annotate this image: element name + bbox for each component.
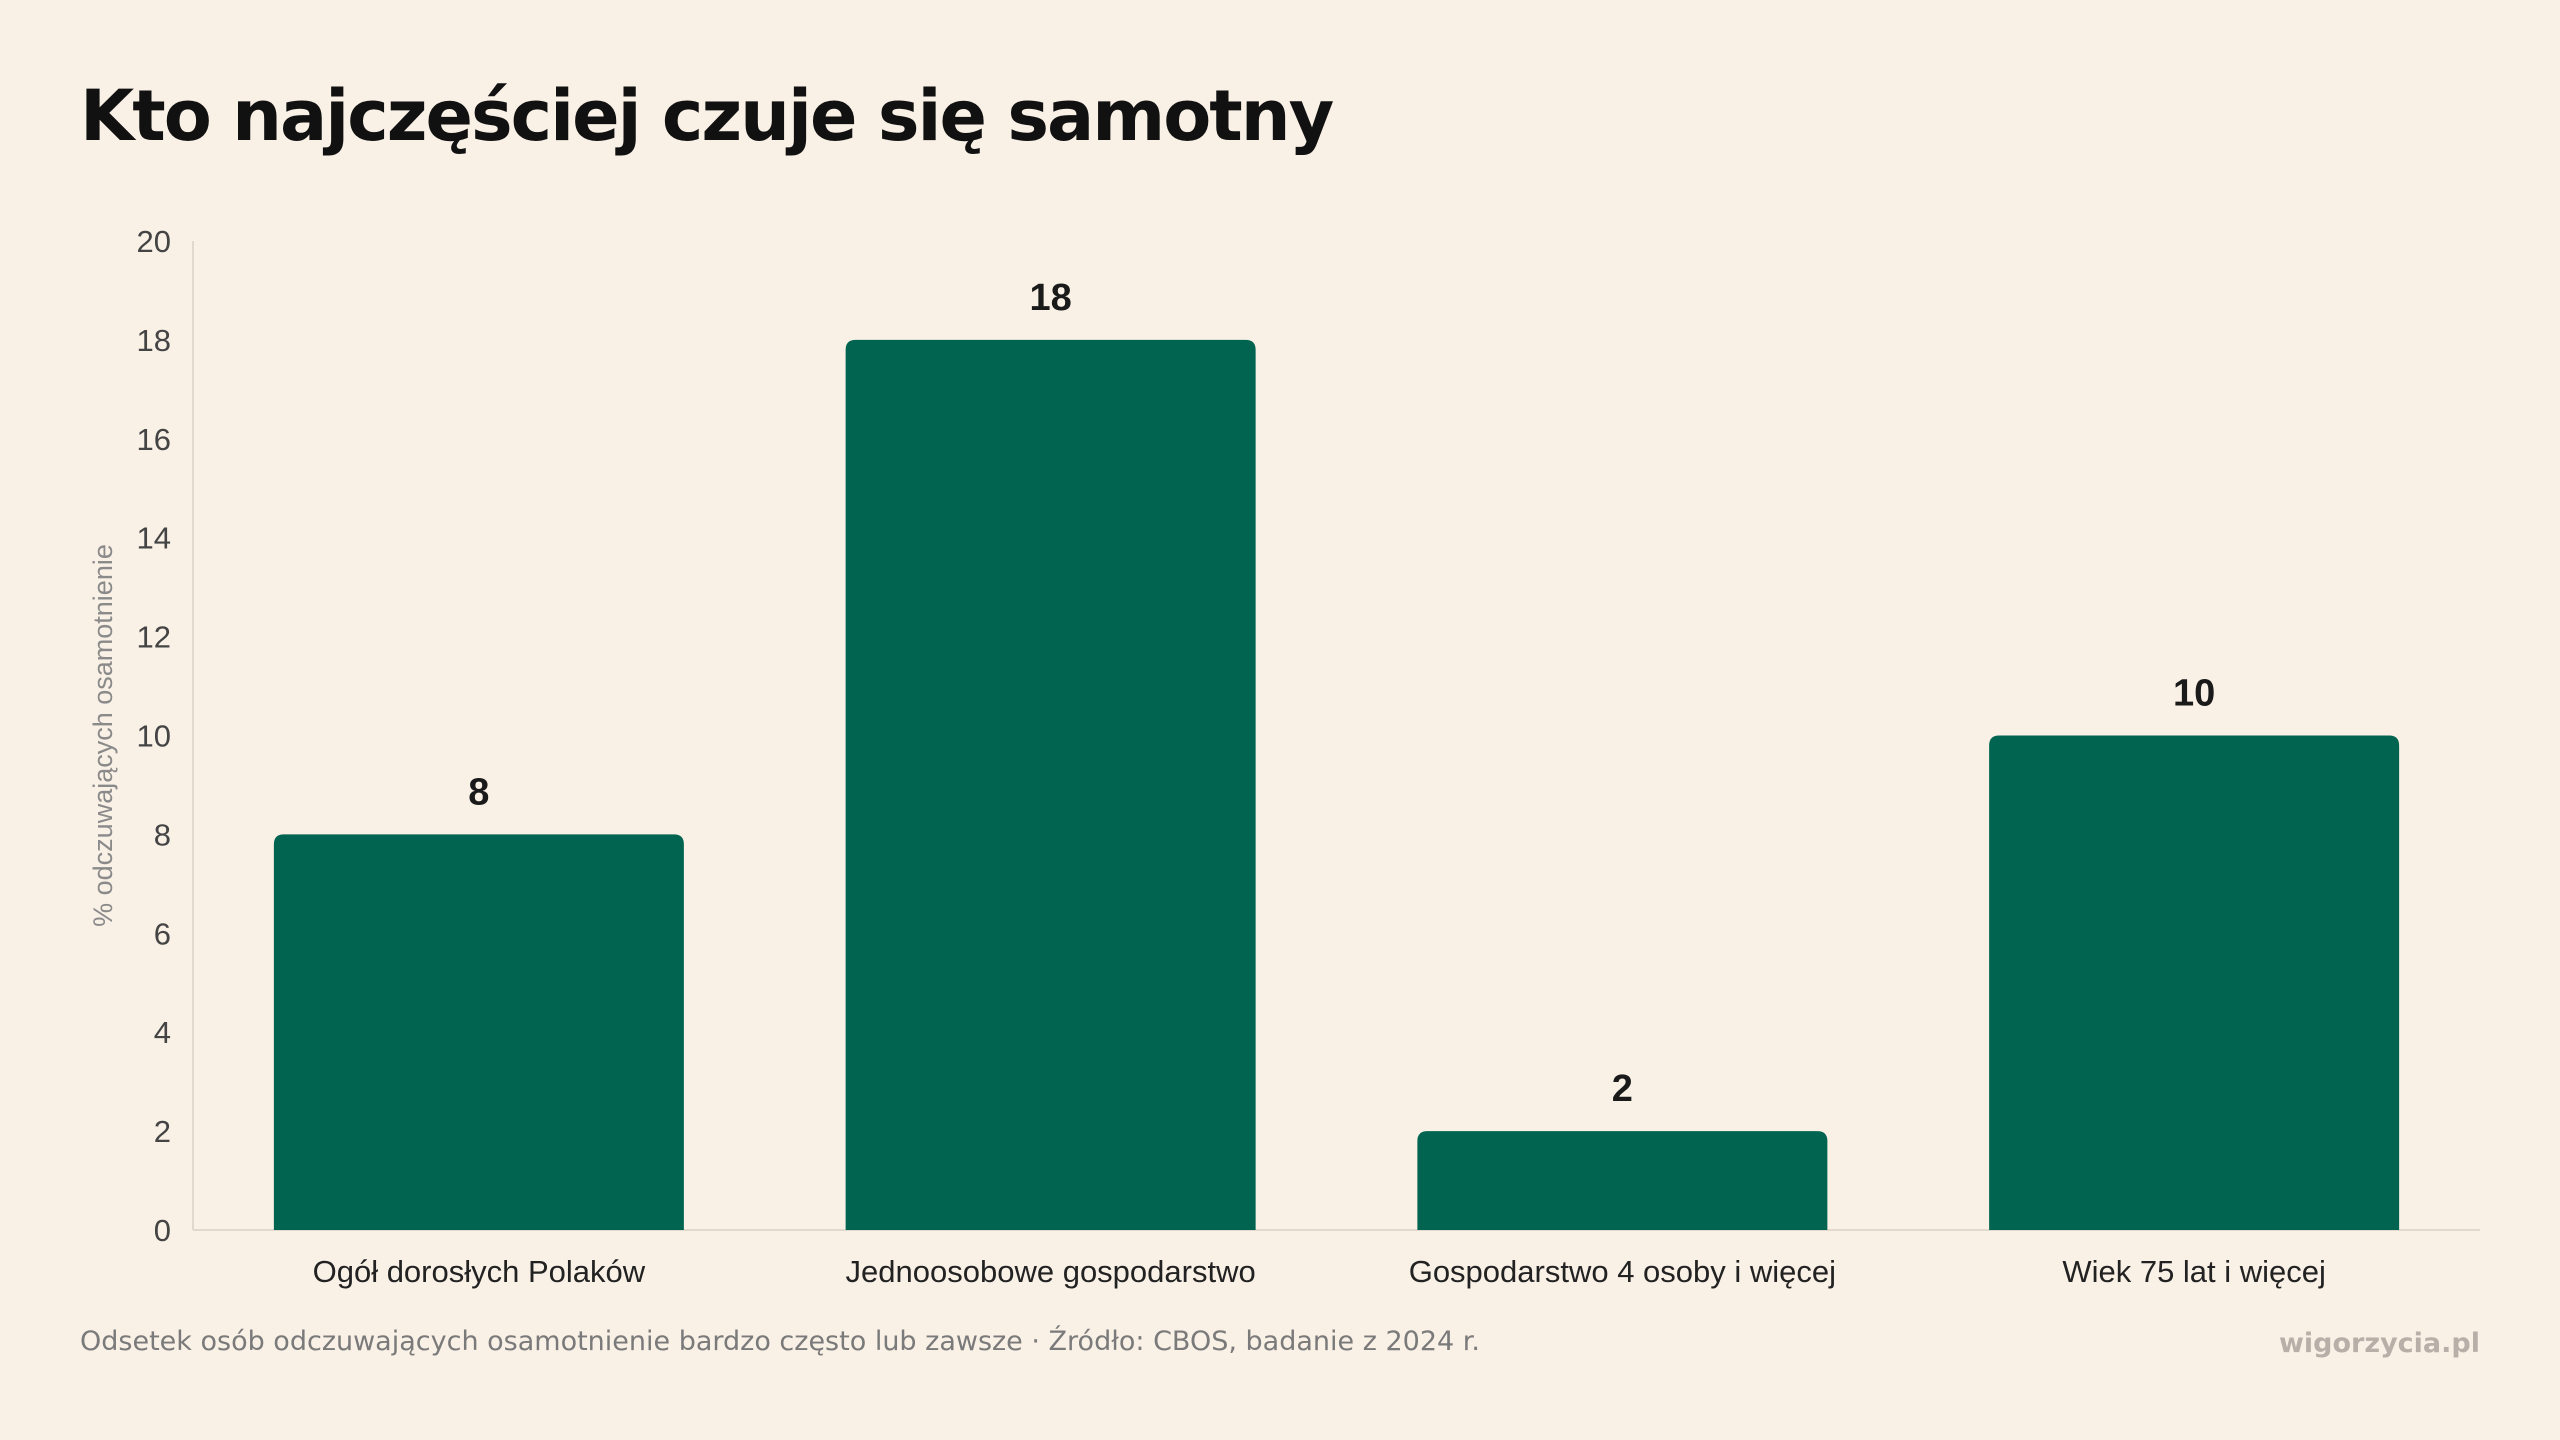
- y-tick-label: 8: [154, 817, 171, 852]
- brand-logo-text: wigorzycia.pl: [2278, 1328, 2480, 1359]
- y-axis-label: % odczuwających osamotnienie: [88, 544, 118, 927]
- x-tick-label: Ogół dorosłych Polaków: [313, 1254, 646, 1289]
- bar: [1417, 1131, 1828, 1230]
- y-axis: 0 2 4 6 8 10 12 14 16 18 20: [137, 224, 194, 1248]
- bar-value-label: 8: [468, 771, 489, 813]
- x-tick-label: Jednoosobowe gospodarstwo: [846, 1254, 1256, 1289]
- bars-group: [273, 339, 2400, 1230]
- x-tick-label: Gospodarstwo 4 osoby i więcej: [1409, 1254, 1836, 1289]
- y-tick-label: 6: [154, 916, 171, 951]
- y-tick-label: 16: [137, 422, 171, 457]
- bar-value-label: 2: [1612, 1068, 1633, 1110]
- data-labels-group: 8 18 2 10: [468, 277, 2215, 1110]
- bar: [1989, 735, 2400, 1230]
- footer-note: Odsetek osób odczuwających osamotnienie …: [80, 1326, 1480, 1357]
- bar: [845, 339, 1256, 1230]
- y-tick-label: 2: [154, 1114, 171, 1149]
- y-tick-label: 20: [137, 224, 171, 259]
- y-tick-label: 12: [137, 620, 171, 655]
- y-tick-label: 14: [137, 521, 171, 556]
- y-tick-label: 18: [137, 323, 171, 358]
- x-tick-label: Wiek 75 lat i więcej: [2062, 1254, 2326, 1289]
- bar-value-label: 18: [1029, 277, 1071, 319]
- y-tick-label: 10: [137, 719, 171, 754]
- bar-value-label: 10: [2173, 673, 2215, 715]
- y-tick-label: 4: [154, 1015, 171, 1050]
- y-tick-label: 0: [154, 1213, 171, 1248]
- page-title: Kto najczęściej czuje się samotny: [80, 75, 1334, 157]
- bar: [273, 834, 684, 1230]
- x-axis: Ogół dorosłych Polaków Jednoosobowe gospo…: [193, 1229, 2480, 1289]
